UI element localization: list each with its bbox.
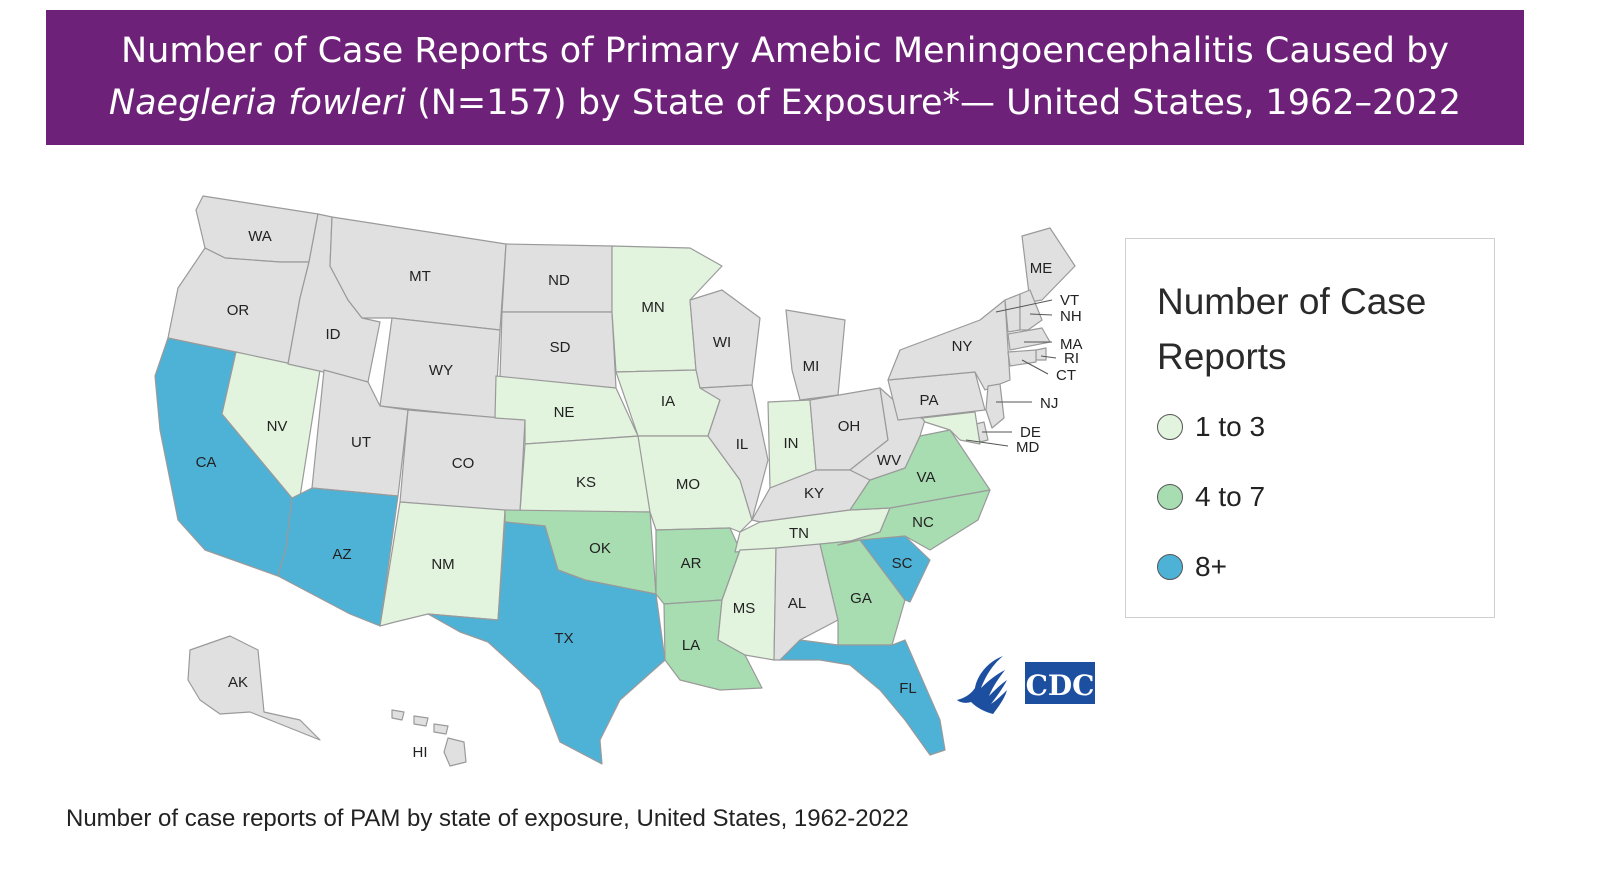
state-label-oh: OH — [838, 418, 861, 435]
state-il — [699, 384, 769, 521]
title-banner: Number of Case Reports of Primary Amebic… — [46, 10, 1524, 145]
state-label-mt: MT — [409, 268, 431, 285]
state-label-az: AZ — [332, 546, 351, 563]
legend-swatch — [1157, 484, 1183, 510]
state-label-nc: NC — [912, 514, 934, 531]
state-tx — [427, 521, 666, 765]
state-label-sd: SD — [550, 339, 571, 356]
legend-item: 1 to 3 — [1157, 411, 1265, 443]
state-nh — [1019, 289, 1043, 331]
state-label-ca: CA — [196, 454, 217, 471]
cdc-logo: CDC — [955, 652, 1095, 723]
legend-label: 8+ — [1195, 551, 1227, 582]
state-label-va: VA — [917, 469, 936, 486]
state-label-ia: IA — [661, 393, 675, 410]
state-label-ri: RI — [1064, 350, 1079, 367]
state-label-nj: NJ — [1040, 395, 1058, 412]
state-label-ok: OK — [589, 540, 611, 557]
title-line-2: Naegleria fowleri (N=157) by State of Ex… — [46, 77, 1524, 129]
state-label-tn: TN — [789, 525, 809, 542]
leader-line-nh — [1029, 313, 1053, 316]
state-label-ct: CT — [1056, 367, 1076, 384]
state-label-ne: NE — [554, 404, 575, 421]
state-md — [921, 411, 981, 445]
legend: Number of Case Reports 1 to 3 4 to 7 8+ — [1125, 238, 1495, 618]
title-line-2-rest: (N=157) by State of Exposure*— United St… — [405, 83, 1462, 123]
state-label-il: IL — [736, 436, 749, 453]
state-label-hi: HI — [413, 744, 428, 761]
state-label-ks: KS — [576, 474, 596, 491]
state-label-in: IN — [784, 435, 799, 452]
legend-item: 4 to 7 — [1157, 481, 1265, 513]
state-ri — [1035, 347, 1047, 361]
legend-label: 4 to 7 — [1195, 481, 1266, 512]
state-hi — [391, 709, 467, 767]
state-label-al: AL — [788, 595, 806, 612]
title-line-1: Number of Case Reports of Primary Amebic… — [120, 31, 1450, 71]
state-label-la: LA — [682, 637, 700, 654]
state-label-de: DE — [1020, 424, 1041, 441]
state-label-wv: WV — [877, 452, 901, 469]
state-label-tx: TX — [554, 630, 573, 647]
state-label-mo: MO — [676, 476, 700, 493]
legend-swatch — [1157, 414, 1183, 440]
state-label-nd: ND — [548, 272, 570, 289]
state-label-ma: MA — [1060, 336, 1083, 353]
state-az — [277, 487, 399, 627]
state-mi — [785, 309, 846, 401]
state-label-md: MD — [1016, 439, 1039, 456]
state-label-co: CO — [452, 455, 475, 472]
state-label-sc: SC — [892, 555, 913, 572]
state-label-me: ME — [1030, 260, 1053, 277]
state-ak — [187, 635, 321, 741]
state-label-nh: NH — [1060, 308, 1082, 325]
cdc-logo-text: CDC — [1026, 669, 1095, 702]
state-label-nm: NM — [431, 556, 454, 573]
state-fl — [779, 639, 946, 756]
state-label-vt: VT — [1060, 292, 1079, 309]
state-label-ky: KY — [804, 485, 824, 502]
state-label-pa: PA — [920, 392, 939, 409]
state-label-id: ID — [326, 326, 341, 343]
legend-item: 8+ — [1157, 551, 1227, 583]
state-label-ut: UT — [351, 434, 371, 451]
state-label-wa: WA — [248, 228, 272, 245]
state-label-wi: WI — [713, 334, 731, 351]
hhs-eagle-icon — [957, 656, 1007, 714]
leader-line-vt — [995, 299, 1053, 313]
state-label-wy: WY — [429, 362, 453, 379]
legend-label: 1 to 3 — [1195, 411, 1266, 442]
state-label-ms: MS — [733, 600, 756, 617]
map-caption: Number of case reports of PAM by state o… — [66, 805, 909, 832]
legend-swatch — [1157, 554, 1183, 580]
state-label-ga: GA — [850, 590, 872, 607]
cdc-logo-box — [1025, 662, 1095, 704]
state-nj — [985, 383, 1005, 429]
state-label-nv: NV — [267, 418, 288, 435]
leader-line-ri — [1040, 355, 1057, 359]
legend-title: Number of Case Reports — [1157, 281, 1427, 377]
leader-line-md — [965, 439, 1009, 447]
organism-name: Naegleria fowleri — [108, 83, 406, 123]
state-vt — [1004, 293, 1021, 333]
state-label-ar: AR — [681, 555, 702, 572]
state-label-ak: AK — [228, 674, 248, 691]
state-label-fl: FL — [899, 680, 917, 697]
state-label-or: OR — [227, 302, 250, 319]
state-label-ny: NY — [952, 338, 973, 355]
state-label-mi: MI — [803, 358, 820, 375]
leader-line-ct — [1021, 359, 1049, 375]
state-label-mn: MN — [641, 299, 664, 316]
state-ct — [1007, 349, 1037, 367]
